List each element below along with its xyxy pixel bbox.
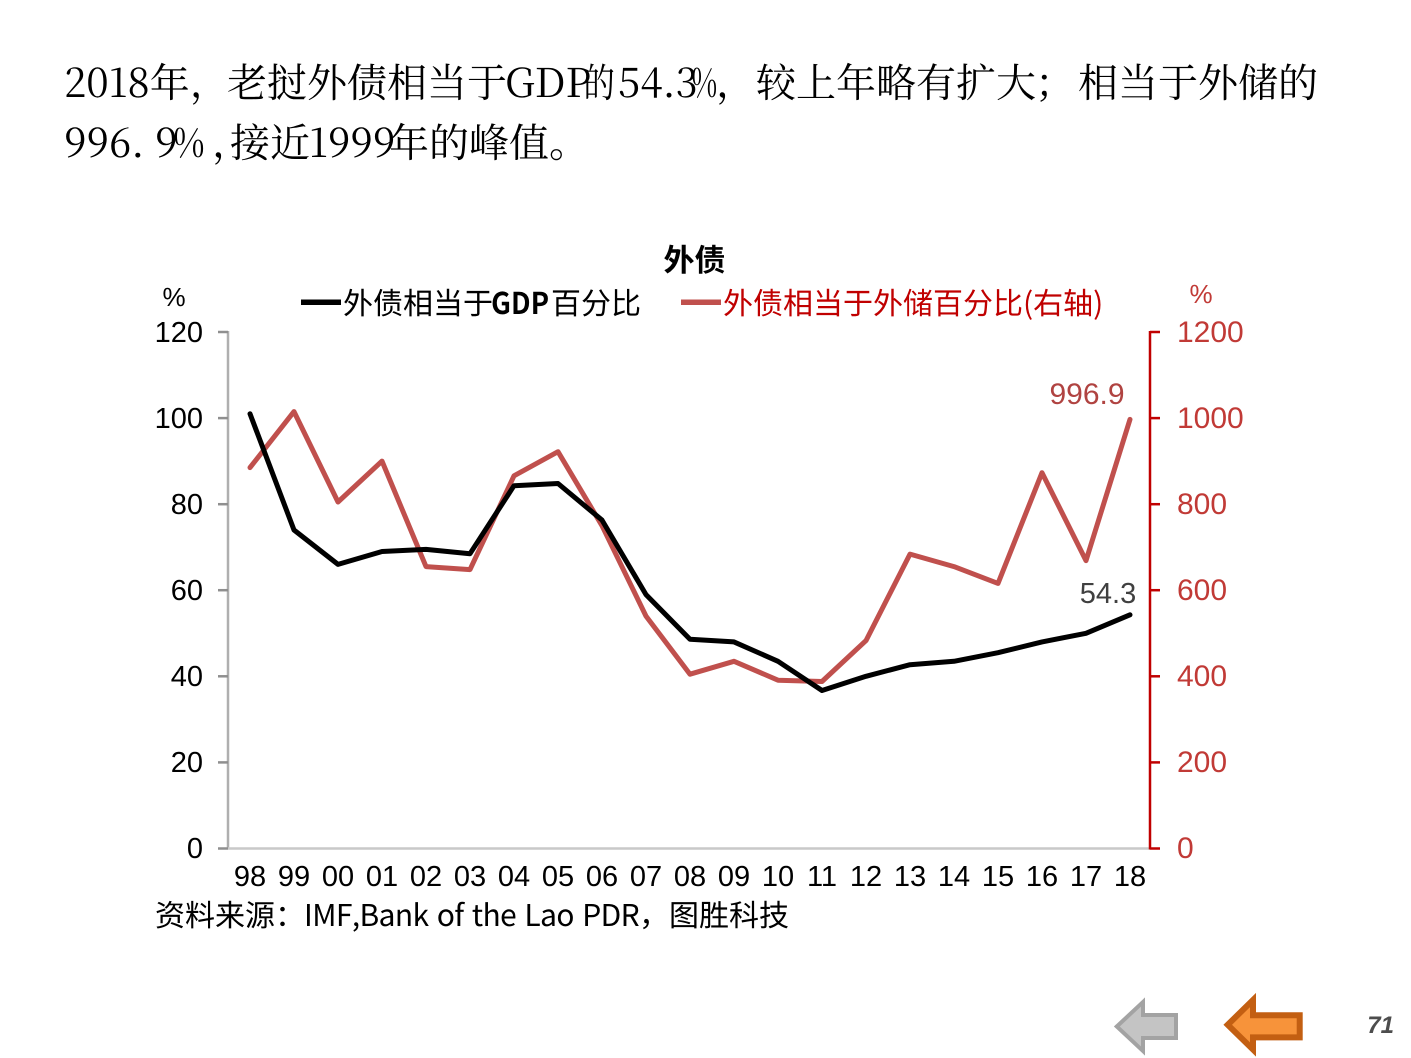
svg-text:20: 20 (171, 747, 203, 779)
svg-text:01: 01 (366, 861, 398, 893)
svg-text:07: 07 (630, 861, 662, 893)
svg-text:11: 11 (807, 861, 837, 893)
svg-text:03: 03 (454, 861, 486, 893)
svg-text:%: % (1189, 279, 1212, 309)
svg-text:12: 12 (850, 861, 882, 893)
svg-text:200: 200 (1177, 746, 1227, 779)
svg-text:99: 99 (278, 861, 310, 893)
svg-text:800: 800 (1177, 488, 1227, 521)
svg-text:06: 06 (586, 861, 618, 893)
svg-text:80: 80 (171, 489, 203, 521)
svg-text:1000: 1000 (1177, 402, 1244, 435)
svg-text:17: 17 (1070, 861, 1102, 893)
svg-text:54.3: 54.3 (1080, 578, 1136, 610)
svg-text:0: 0 (1177, 832, 1194, 865)
svg-text:0: 0 (187, 833, 203, 865)
svg-text:09: 09 (718, 861, 750, 893)
svg-text:400: 400 (1177, 660, 1227, 693)
svg-text:13: 13 (894, 861, 926, 893)
svg-text:04: 04 (498, 861, 530, 893)
svg-text:15: 15 (982, 861, 1014, 893)
svg-text:05: 05 (542, 861, 574, 893)
svg-text:1200: 1200 (1177, 316, 1244, 349)
svg-text:98: 98 (234, 861, 266, 893)
svg-text:08: 08 (674, 861, 706, 893)
svg-text:600: 600 (1177, 574, 1227, 607)
svg-text:00: 00 (322, 861, 354, 893)
svg-text:10: 10 (762, 861, 794, 893)
svg-text:71: 71 (1367, 1012, 1394, 1039)
svg-text:18: 18 (1114, 861, 1146, 893)
svg-text:%: % (162, 282, 185, 312)
svg-text:100: 100 (155, 403, 203, 435)
svg-text:60: 60 (171, 575, 203, 607)
svg-text:40: 40 (171, 661, 203, 693)
svg-text:16: 16 (1026, 861, 1058, 893)
svg-text:14: 14 (938, 861, 970, 893)
svg-text:02: 02 (410, 861, 442, 893)
svg-text:120: 120 (155, 317, 203, 349)
svg-text:996.9: 996.9 (1049, 378, 1124, 411)
